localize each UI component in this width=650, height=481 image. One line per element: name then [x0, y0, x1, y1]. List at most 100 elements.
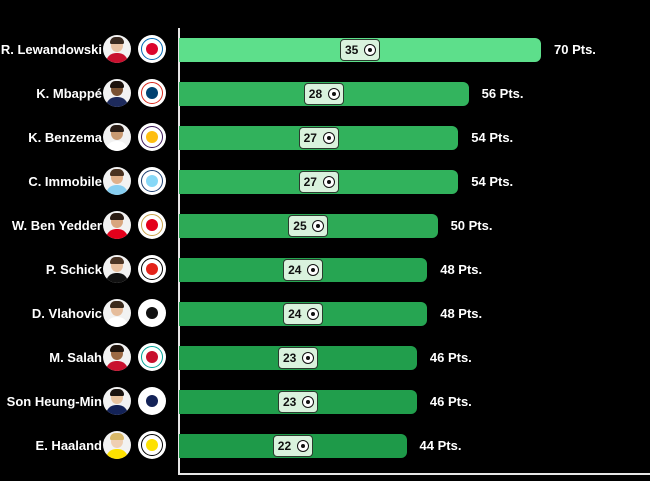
player-name-label: D. Vlahovic: [31, 306, 102, 321]
player-shirt: [106, 229, 128, 239]
points-value-label: 46 Pts.: [429, 394, 472, 409]
player-benzema-photo: [103, 123, 131, 151]
crest-ring: [141, 170, 163, 192]
goals-value-label: 22: [277, 439, 292, 453]
goals-value-label: 23: [282, 351, 297, 365]
player-name-label: W. Ben Yedder: [11, 218, 102, 233]
player-hair: [110, 257, 124, 264]
points-value-label: 48 Pts.: [440, 262, 483, 277]
football-icon: [301, 396, 314, 408]
player-shirt: [106, 53, 128, 63]
player-hair: [110, 37, 124, 44]
goals-value-label: 27: [303, 131, 317, 145]
juventus-crest: [138, 299, 166, 327]
goals-value-label: 24: [288, 307, 302, 321]
crest-core: [146, 263, 158, 275]
chart-row: W. Ben Yedder 25 50 Pts.: [0, 204, 650, 248]
player-schick-photo: [103, 255, 131, 283]
goals-value-label: 27: [303, 175, 317, 189]
crest-core: [146, 43, 158, 55]
leverkusen-crest: [138, 255, 166, 283]
goals-badge: 35: [340, 39, 380, 61]
crest-core: [146, 219, 158, 231]
goals-badge: 28: [303, 83, 344, 105]
player-name-label: K. Mbappé: [36, 86, 102, 101]
football-icon: [327, 88, 340, 100]
player-lewandowski-photo: [103, 35, 131, 63]
goals-badge: 23: [277, 347, 318, 369]
bayern-munich-crest: [138, 35, 166, 63]
football-icon: [322, 132, 335, 144]
football-icon: [307, 264, 320, 276]
player-hair: [110, 433, 124, 440]
player-hair: [110, 169, 124, 176]
goals-badge: 27: [298, 127, 339, 149]
player-name-label: R. Lewandowski: [0, 42, 102, 57]
chart-row: R. Lewandowski 35 70 Pts.: [0, 28, 650, 72]
chart-row: M. Salah 23 46 Pts.: [0, 336, 650, 380]
goals-value-label: 23: [282, 395, 297, 409]
crest-ring: [141, 214, 163, 236]
goals-badge: 23: [277, 391, 318, 413]
player-shirt: [106, 405, 128, 415]
player-name-label: Son Heung-Min: [6, 394, 102, 409]
player-shirt: [106, 185, 128, 195]
crest-ring: [141, 126, 163, 148]
crest-ring: [141, 82, 163, 104]
player-hair: [110, 301, 124, 308]
crest-core: [146, 395, 158, 407]
football-icon: [296, 440, 309, 452]
points-value-label: 48 Pts.: [440, 306, 483, 321]
crest-core: [146, 351, 158, 363]
goals-badge: 22: [272, 435, 313, 457]
player-hair: [110, 81, 124, 88]
goals-badge: 25: [288, 215, 329, 237]
points-value-label: 56 Pts.: [481, 86, 524, 101]
crest-ring: [141, 434, 163, 456]
player-immobile-photo: [103, 167, 131, 195]
real-madrid-crest: [138, 123, 166, 151]
crest-core: [146, 175, 158, 187]
points-value-label: 54 Pts.: [471, 174, 514, 189]
crest-core: [146, 307, 158, 319]
y-axis-line: [178, 28, 180, 473]
chart-row: K. Mbappé 28 56 Pts.: [0, 72, 650, 116]
football-icon: [312, 220, 325, 232]
psg-crest: [138, 79, 166, 107]
chart-row: P. Schick 24 48 Pts.: [0, 248, 650, 292]
player-shirt: [106, 449, 128, 459]
player-shirt: [106, 97, 128, 107]
chart-row: Son Heung-Min 23 46 Pts.: [0, 380, 650, 424]
goals-value-label: 25: [293, 219, 307, 233]
player-name-label: P. Schick: [45, 262, 102, 277]
crest-core: [146, 439, 158, 451]
points-value-label: 54 Pts.: [471, 130, 514, 145]
points-value-label: 70 Pts.: [554, 42, 596, 57]
monaco-crest: [138, 211, 166, 239]
player-name-label: M. Salah: [49, 350, 102, 365]
liverpool-crest: [138, 343, 166, 371]
goals-value-label: 35: [345, 43, 359, 57]
tottenham-crest: [138, 387, 166, 415]
crest-ring: [141, 38, 163, 60]
player-haaland-photo: [103, 431, 131, 459]
football-icon: [301, 352, 314, 364]
crest-core: [146, 131, 158, 143]
player-shirt: [106, 141, 128, 151]
crest-ring: [141, 258, 163, 280]
x-axis-line: [178, 473, 650, 475]
player-hair: [110, 389, 124, 396]
points-value-label: 46 Pts.: [429, 350, 472, 365]
goals-badge: 27: [298, 171, 339, 193]
points-value-label: 44 Pts.: [419, 438, 462, 453]
football-icon: [364, 44, 376, 56]
chart-row: K. Benzema 27 54 Pts.: [0, 116, 650, 160]
player-mbappe-photo: [103, 79, 131, 107]
points-value-label: 50 Pts.: [450, 218, 493, 233]
crest-ring: [141, 346, 163, 368]
chart-row: C. Immobile 27 54 Pts.: [0, 160, 650, 204]
goals-badge: 24: [283, 259, 324, 281]
goals-value-label: 24: [288, 263, 302, 277]
lazio-crest: [138, 167, 166, 195]
